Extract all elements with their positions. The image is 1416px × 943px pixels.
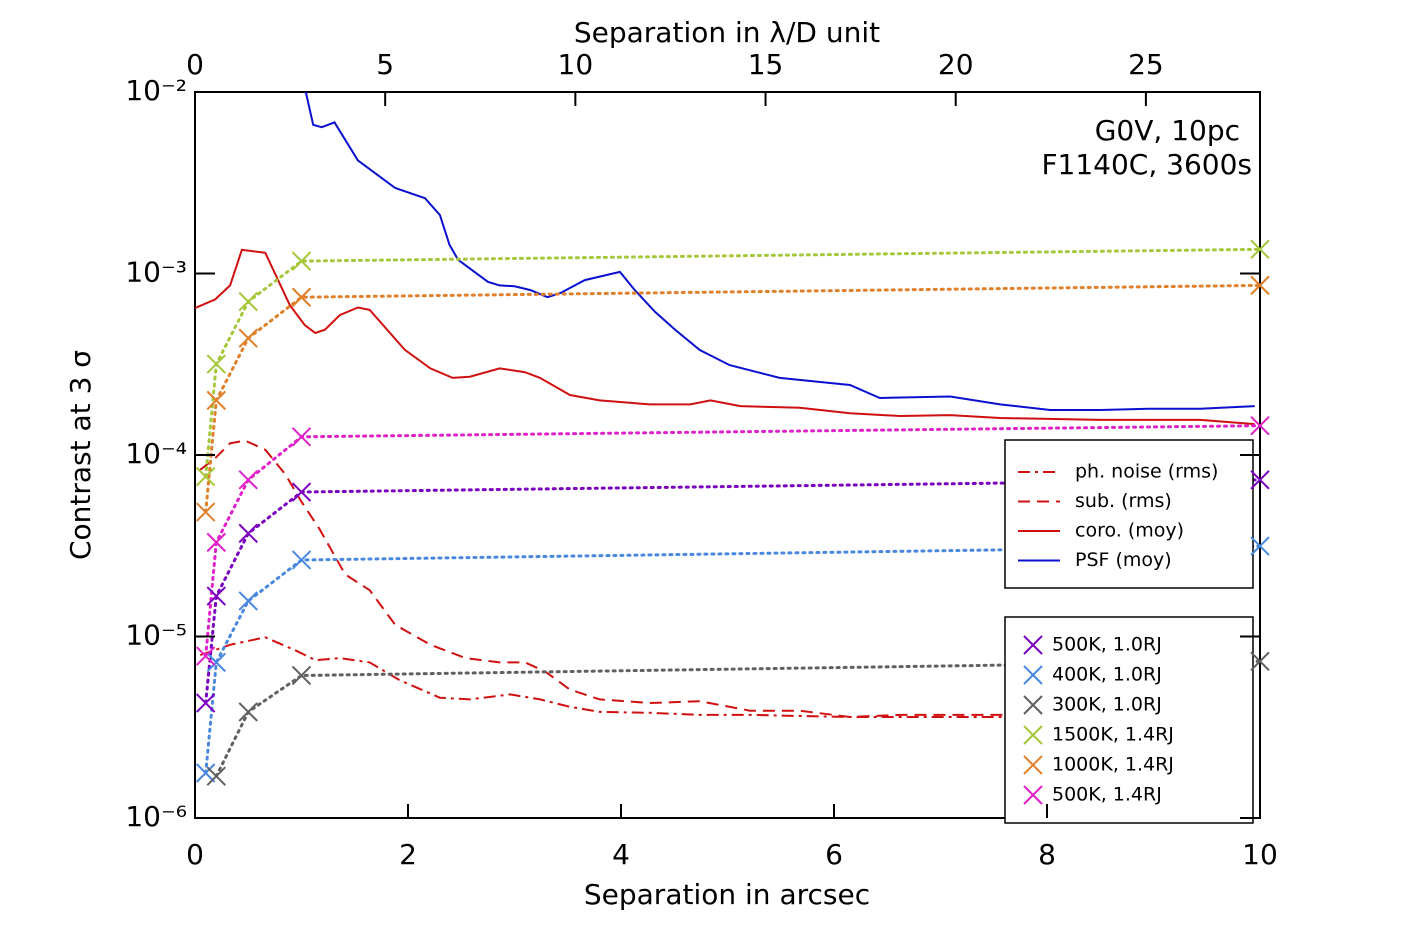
x2-tick-label: 5 [376, 48, 394, 81]
marker [238, 523, 258, 544]
x-tick-label: 6 [825, 838, 843, 871]
legend-marker [1023, 665, 1043, 685]
marker [195, 646, 216, 666]
marker [195, 502, 216, 522]
legend-label: 300K, 1.0RJ [1052, 694, 1162, 716]
marker [238, 702, 258, 722]
x2-tick-label: 20 [938, 48, 974, 81]
legend-label: 1000K, 1.4RJ [1052, 754, 1174, 776]
marker [1250, 416, 1270, 436]
legend-label: sub. (rms) [1075, 490, 1172, 512]
legend-label: PSF (moy) [1075, 549, 1172, 571]
series-line [214, 659, 1260, 778]
y-axis-label: Contrast at 3 σ [64, 350, 97, 560]
legend-label: 400K, 1.0RJ [1052, 664, 1162, 686]
marker [195, 763, 216, 783]
legend-box [1004, 616, 1254, 824]
legend-marker [1023, 695, 1043, 715]
series-line [195, 248, 1255, 426]
legend-label: 500K, 1.0RJ [1052, 634, 1162, 656]
marker [238, 328, 258, 348]
legend-box [1004, 439, 1254, 589]
marker [206, 532, 227, 553]
marker [238, 591, 258, 611]
legend-label: coro. (moy) [1075, 520, 1184, 542]
marker [206, 766, 227, 786]
x2-tick-label: 25 [1128, 48, 1164, 81]
marker [291, 665, 312, 686]
y-tick-label: 10⁻³ [125, 256, 187, 289]
marker [1250, 651, 1270, 672]
series-line [304, 92, 1255, 411]
marker [1250, 239, 1270, 259]
marker [291, 427, 312, 447]
x2-tick-label: 10 [558, 48, 594, 81]
x-tick-label: 10 [1242, 838, 1278, 871]
marker [291, 482, 312, 502]
legend-marker [1023, 725, 1043, 745]
x-tick-label: 8 [1038, 838, 1056, 871]
series-line [199, 439, 1255, 719]
marker [195, 693, 216, 713]
x-axis-label: Separation in arcsec [584, 878, 870, 911]
legend-marker [1023, 635, 1043, 655]
marker [238, 470, 258, 490]
legend-label: 1500K, 1.4RJ [1052, 724, 1174, 746]
series-line [204, 544, 1260, 775]
marker [195, 466, 216, 487]
y-tick-label: 10⁻² [125, 74, 187, 107]
x-tick-label: 4 [612, 838, 630, 871]
annotation: G0V, 10pc [1095, 114, 1240, 147]
annotation: F1140C, 3600s [1041, 148, 1252, 181]
y-tick-label: 10⁻⁴ [125, 437, 187, 470]
marker [206, 390, 227, 411]
y-tick-label: 10⁻⁵ [125, 619, 187, 652]
marker [1250, 275, 1270, 296]
legend-label: ph. noise (rms) [1075, 461, 1218, 483]
marker [206, 652, 227, 673]
series-line [199, 636, 1255, 718]
legend-label: 500K, 1.4RJ [1052, 784, 1162, 806]
marker [238, 291, 258, 312]
marker [206, 586, 227, 606]
x2-tick-label: 0 [186, 48, 204, 81]
marker [1250, 470, 1270, 490]
x2-axis-label: Separation in λ/D unit [574, 16, 880, 49]
legend-marker [1023, 785, 1043, 805]
marker [291, 550, 312, 570]
y-tick-label: 10⁻⁶ [125, 800, 187, 833]
x-tick-label: 2 [399, 838, 417, 871]
marker [291, 251, 312, 271]
legend-marker [1023, 755, 1043, 775]
marker [206, 354, 227, 374]
x2-tick-label: 15 [748, 48, 784, 81]
marker [291, 287, 312, 307]
marker [1250, 536, 1270, 556]
x-tick-label: 0 [186, 838, 204, 871]
